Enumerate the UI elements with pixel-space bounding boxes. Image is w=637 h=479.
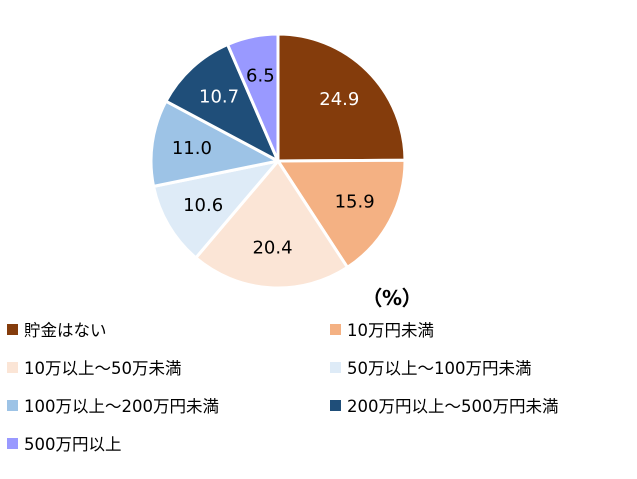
pie-slice-2 (194, 159, 349, 290)
unit-label: （%） (362, 286, 423, 310)
pie-data-labels: 24.9 15.9 20.4 10.6 11.0 10.7 6.5 (172, 65, 375, 258)
pie-data-label-3: 10.6 (183, 195, 223, 216)
pie-data-label-5: 10.7 (199, 87, 239, 108)
pie-slice-1 (276, 158, 407, 269)
pie-data-label-4: 11.0 (172, 138, 212, 159)
pie-slice-5 (164, 42, 280, 163)
pie-slice-4 (149, 99, 280, 188)
pie-data-label-6: 6.5 (246, 65, 275, 86)
pie-data-label-0: 24.9 (319, 89, 359, 110)
pie-slice-0 (276, 32, 407, 163)
pie-slice-3 (152, 159, 280, 260)
pie-slice-6 (226, 32, 280, 163)
pie-slices (149, 32, 407, 290)
pie-data-label-2: 20.4 (252, 237, 292, 258)
pie-data-label-1: 15.9 (335, 192, 375, 213)
